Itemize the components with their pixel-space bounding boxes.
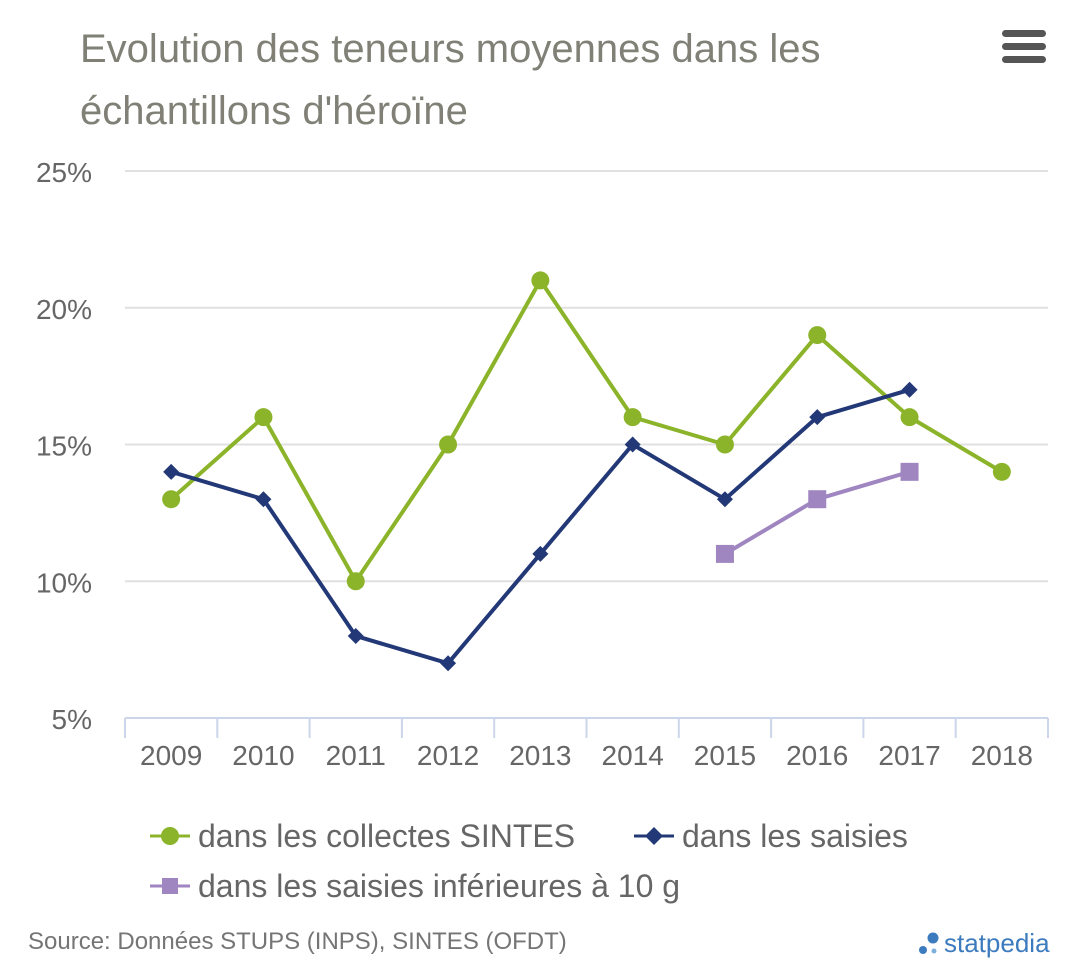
y-tick-label: 25% [36,157,92,188]
y-tick-label: 5% [52,704,92,735]
data-point-circle [900,408,919,427]
menu-bar [1002,30,1046,37]
x-tick-label: 2017 [878,740,940,771]
series-line-1 [170,387,911,666]
x-tick-label: 2009 [140,740,202,771]
data-point-square [808,490,827,509]
data-point-circle [254,408,273,427]
x-tick-label: 2011 [326,740,386,771]
legend-item-collectes-sintes[interactable]: dans les collectes SINTES [150,816,575,856]
y-tick-label: 15% [36,431,92,462]
menu-bar [1002,43,1046,50]
data-point-circle [439,435,458,454]
data-point-diamond [347,627,364,644]
hamburger-menu-icon[interactable] [1002,30,1046,64]
series-line-2 [723,469,911,556]
data-point-diamond [440,655,457,672]
data-point-diamond [901,381,918,398]
data-point-diamond [255,491,272,508]
data-point-circle [531,271,550,290]
legend-symbol-square [150,878,190,894]
menu-bar [1002,56,1046,63]
brand-logo[interactable]: statpedia [918,928,1050,959]
legend-symbol-circle [150,827,190,845]
data-point-circle [808,326,827,345]
x-tick-label: 2016 [786,740,848,771]
x-tick-label: 2015 [694,740,756,771]
source-note: Source: Données STUPS (INPS), SINTES (OF… [28,928,567,955]
line-chart: 5% 10% 15% 20% 25% 2009 2010 2011 2012 2013 2014 20… [36,157,1049,771]
legend-item-saisies[interactable]: dans les saisies [634,816,908,856]
legend-item-saisies-inf-10g[interactable]: dans les saisies inférieures à 10 g [150,866,680,906]
data-point-diamond [624,436,641,453]
legend-symbol-diamond [634,827,674,845]
x-tick-label: 2014 [602,740,664,771]
data-point-square [715,544,734,563]
legend-label: dans les saisies inférieures à 10 g [198,867,681,904]
x-tick-label: 2010 [232,740,294,771]
legend-label: dans les saisies [682,817,908,854]
y-tick-label: 10% [36,567,92,598]
series-line-0 [169,278,1003,584]
brand-name: statpedia [944,928,1050,958]
data-point-circle [346,572,365,591]
data-point-circle [715,435,734,454]
x-tick-label: 2013 [509,740,571,771]
x-tick-label: 2012 [417,740,479,771]
x-tick-label: 2018 [971,740,1033,771]
data-point-diamond [163,463,180,480]
data-point-diamond [809,409,826,426]
data-point-circle [162,490,181,509]
data-point-circle [992,462,1011,481]
statpedia-logo-icon [919,932,939,954]
y-tick-label: 20% [36,294,92,325]
chart-title: Evolution des teneurs moyennes dans les … [80,27,821,133]
data-point-diamond [716,491,733,508]
data-point-circle [623,408,642,427]
data-point-square [900,462,919,481]
data-point-diamond [532,545,549,562]
legend-label: dans les collectes SINTES [198,817,576,854]
